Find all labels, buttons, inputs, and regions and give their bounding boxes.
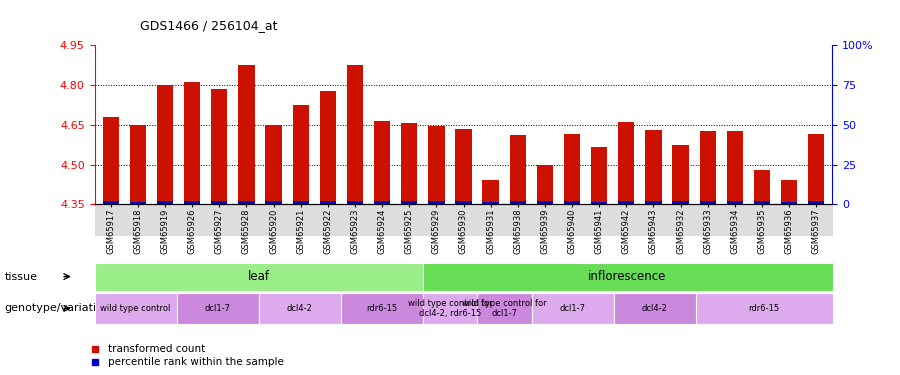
Bar	[754, 170, 770, 204]
Bar	[618, 122, 634, 204]
Text: dcl1-7: dcl1-7	[560, 304, 586, 313]
Bar	[645, 130, 662, 204]
Bar	[645, 201, 662, 204]
Text: wild type control: wild type control	[100, 304, 171, 313]
Bar	[266, 124, 282, 204]
Bar	[455, 201, 472, 204]
Text: tissue: tissue	[4, 272, 38, 282]
Text: dcl4-2: dcl4-2	[286, 304, 312, 313]
Bar	[672, 201, 688, 204]
Bar	[754, 201, 770, 204]
Bar	[726, 201, 743, 204]
Bar	[455, 129, 472, 204]
Text: transformed count: transformed count	[108, 344, 205, 354]
Bar	[781, 180, 797, 204]
Text: GDS1466 / 256104_at: GDS1466 / 256104_at	[140, 19, 277, 32]
Bar	[266, 201, 282, 204]
Bar	[564, 134, 580, 204]
Bar	[212, 201, 228, 204]
Bar	[292, 201, 309, 204]
Text: dcl1-7: dcl1-7	[204, 304, 230, 313]
Text: wild type control for
dcl1-7: wild type control for dcl1-7	[463, 299, 547, 318]
Bar	[157, 85, 173, 204]
Bar	[672, 145, 688, 204]
Text: inflorescence: inflorescence	[589, 270, 667, 283]
Bar	[428, 126, 445, 204]
Bar	[320, 201, 336, 204]
Bar	[374, 201, 391, 204]
Text: leaf: leaf	[248, 270, 269, 283]
Bar	[184, 82, 201, 204]
Bar	[238, 201, 255, 204]
Bar	[536, 201, 553, 204]
Bar	[808, 134, 824, 204]
Bar	[699, 131, 716, 204]
Bar	[346, 201, 363, 204]
Bar	[482, 202, 499, 204]
Bar	[374, 121, 391, 204]
Bar	[292, 105, 309, 204]
Bar	[591, 147, 608, 204]
Bar	[103, 117, 119, 204]
Bar	[157, 201, 173, 204]
Bar	[428, 201, 445, 204]
Bar	[238, 65, 255, 204]
Bar	[808, 201, 824, 204]
Text: genotype/variation: genotype/variation	[4, 303, 111, 313]
Bar	[130, 202, 146, 204]
Bar	[482, 180, 499, 204]
Bar	[401, 201, 418, 204]
Bar	[591, 202, 608, 204]
Text: dcl4-2: dcl4-2	[642, 304, 668, 313]
Bar	[212, 89, 228, 204]
Bar	[781, 202, 797, 204]
Bar	[184, 201, 201, 204]
Text: percentile rank within the sample: percentile rank within the sample	[108, 357, 284, 367]
Bar	[401, 123, 418, 204]
Bar	[536, 165, 553, 204]
Bar	[130, 124, 146, 204]
Text: wild type control for
dcl4-2, rdr6-15: wild type control for dcl4-2, rdr6-15	[408, 299, 492, 318]
Bar	[103, 201, 119, 204]
Bar	[618, 201, 634, 204]
Text: rdr6-15: rdr6-15	[749, 304, 779, 313]
Bar	[509, 201, 526, 204]
Bar	[509, 135, 526, 204]
Text: rdr6-15: rdr6-15	[366, 304, 397, 313]
Bar	[564, 201, 580, 204]
Bar	[346, 65, 363, 204]
Bar	[320, 92, 336, 204]
Bar	[699, 201, 716, 204]
Bar	[726, 131, 743, 204]
